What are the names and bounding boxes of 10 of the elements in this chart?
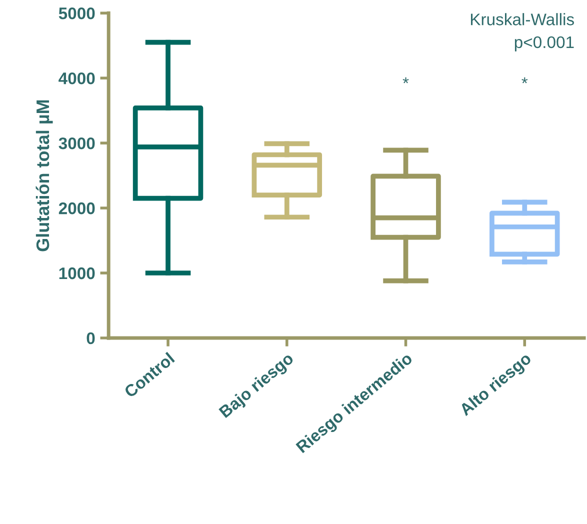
y-tick-label: 2000: [58, 202, 95, 214]
y-tick-label: 4000: [58, 72, 95, 84]
y-tick-label: 1000: [59, 267, 95, 280]
y-tick-label: 5000: [58, 8, 95, 20]
annotation: *: [402, 77, 409, 84]
annotation: Kruskal-Wallis p<0.001: [470, 13, 574, 52]
y-tick-label: 0: [86, 332, 95, 344]
y-axis-title: Glutatión total µM: [36, 100, 53, 252]
annotation: *: [522, 77, 528, 84]
y-tick-label: 3000: [58, 137, 95, 150]
